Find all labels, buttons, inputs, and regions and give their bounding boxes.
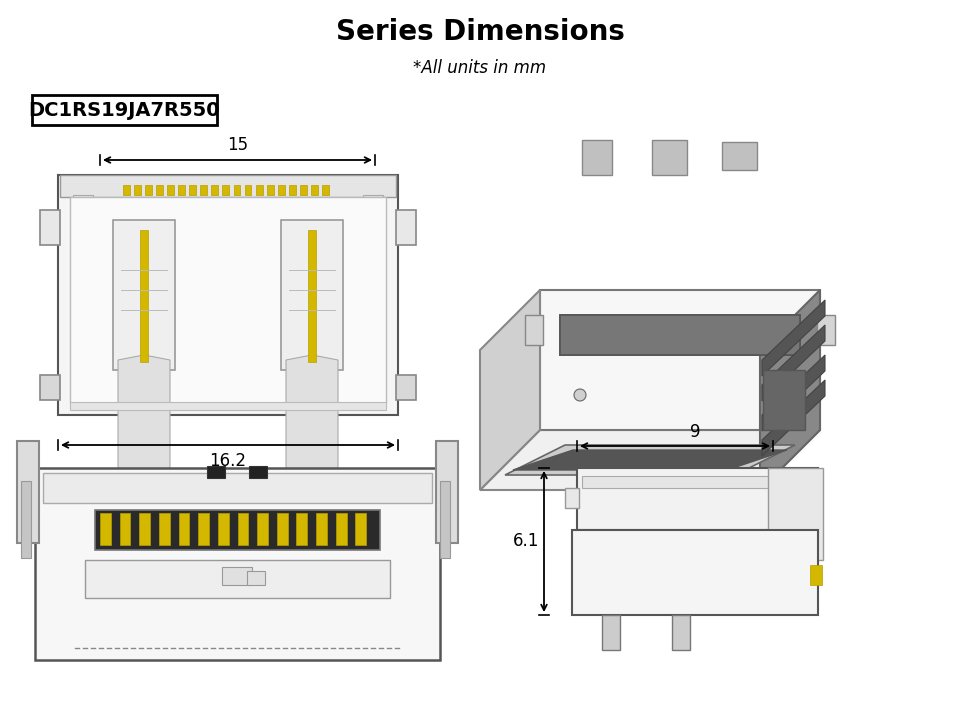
Polygon shape xyxy=(540,290,820,430)
Polygon shape xyxy=(480,430,820,490)
Bar xyxy=(525,315,543,345)
Bar xyxy=(577,468,818,530)
Bar xyxy=(179,513,189,545)
Bar xyxy=(85,560,390,598)
Polygon shape xyxy=(762,325,825,401)
Bar xyxy=(565,488,579,508)
Polygon shape xyxy=(763,370,805,430)
Bar xyxy=(336,513,347,545)
Bar xyxy=(308,230,316,362)
Bar xyxy=(58,175,398,415)
Bar xyxy=(70,197,386,403)
Bar xyxy=(311,185,318,195)
Text: 15: 15 xyxy=(227,136,248,154)
Bar xyxy=(32,95,217,125)
Bar xyxy=(73,195,93,203)
Polygon shape xyxy=(118,355,170,480)
Bar xyxy=(70,402,386,410)
Bar xyxy=(156,185,163,195)
Bar xyxy=(120,513,131,545)
Bar xyxy=(189,185,196,195)
Bar xyxy=(201,185,207,195)
Bar xyxy=(582,476,813,488)
Polygon shape xyxy=(286,355,338,480)
Bar xyxy=(233,185,240,195)
Text: *All units in mm: *All units in mm xyxy=(414,59,546,77)
Bar xyxy=(179,185,185,195)
Bar xyxy=(255,185,262,195)
Bar xyxy=(281,220,343,370)
Bar xyxy=(277,185,285,195)
Bar xyxy=(355,513,366,545)
Polygon shape xyxy=(722,142,757,170)
Bar xyxy=(198,513,209,545)
Text: 6.1: 6.1 xyxy=(513,533,540,551)
Polygon shape xyxy=(582,140,612,175)
Bar xyxy=(247,571,265,585)
Bar xyxy=(363,195,383,203)
Bar xyxy=(223,185,229,195)
Bar xyxy=(43,473,432,503)
Bar xyxy=(276,513,288,545)
Bar xyxy=(218,513,228,545)
Polygon shape xyxy=(762,380,825,456)
Bar xyxy=(211,185,218,195)
Bar xyxy=(100,513,110,545)
Polygon shape xyxy=(762,300,825,376)
Bar xyxy=(167,185,174,195)
Bar xyxy=(35,468,440,660)
Bar xyxy=(40,375,60,400)
Text: 9: 9 xyxy=(689,423,700,441)
Bar xyxy=(560,315,800,355)
Bar xyxy=(297,513,307,545)
Polygon shape xyxy=(505,445,795,475)
Bar xyxy=(440,481,450,558)
Bar xyxy=(572,530,818,615)
Polygon shape xyxy=(513,450,787,470)
Bar xyxy=(60,175,396,197)
Bar xyxy=(602,615,620,650)
Bar xyxy=(322,185,329,195)
Polygon shape xyxy=(652,140,687,175)
Circle shape xyxy=(574,389,586,401)
Bar xyxy=(560,315,800,355)
Bar xyxy=(672,615,690,650)
Text: Series Dimensions: Series Dimensions xyxy=(336,18,624,46)
Bar xyxy=(237,513,249,545)
Bar xyxy=(810,565,822,585)
Bar xyxy=(17,441,39,543)
Bar xyxy=(222,567,252,585)
Bar xyxy=(300,185,307,195)
Bar xyxy=(95,510,380,550)
Bar xyxy=(21,481,31,558)
Bar xyxy=(257,513,268,545)
Bar xyxy=(207,466,225,478)
Polygon shape xyxy=(762,355,825,431)
Bar xyxy=(768,468,823,560)
Bar xyxy=(140,230,148,362)
Bar xyxy=(396,210,416,245)
Bar xyxy=(113,220,175,370)
Text: 16.2: 16.2 xyxy=(209,452,247,470)
Bar xyxy=(817,315,835,345)
Bar xyxy=(436,441,458,543)
Bar xyxy=(40,210,60,245)
Bar xyxy=(139,513,150,545)
Bar xyxy=(159,513,170,545)
Bar xyxy=(289,185,296,195)
Bar xyxy=(145,185,152,195)
Bar xyxy=(396,375,416,400)
Bar xyxy=(249,466,267,478)
Text: DC1RS19JA7R550: DC1RS19JA7R550 xyxy=(29,101,220,120)
Bar xyxy=(316,513,326,545)
Polygon shape xyxy=(760,290,820,490)
Bar xyxy=(267,185,274,195)
Polygon shape xyxy=(480,290,540,490)
Bar xyxy=(245,185,252,195)
Bar xyxy=(123,185,130,195)
Bar xyxy=(134,185,141,195)
